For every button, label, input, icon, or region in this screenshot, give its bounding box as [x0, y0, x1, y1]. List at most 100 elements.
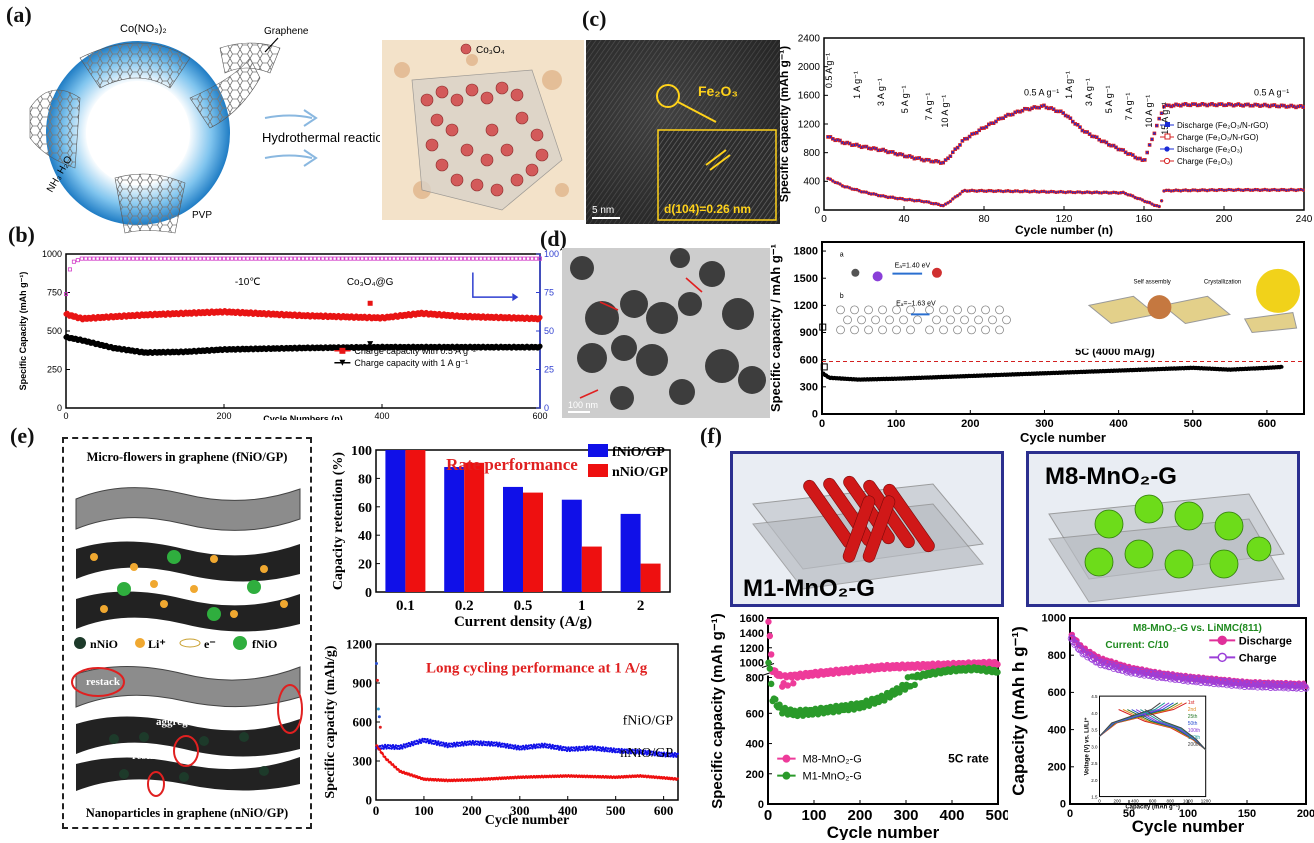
inset-subfig-a: a — [840, 251, 844, 258]
fnio-gp-point — [397, 744, 400, 748]
fe2o3-discharge-point — [1256, 188, 1259, 192]
nrgo-charge-point — [1145, 150, 1149, 155]
nrgo-discharge-point — [941, 161, 945, 165]
early-cycle-point — [378, 725, 382, 729]
mechanism-inset: Eₐ=1.40 eV a b Eₐ=−1.63 eV Self assembly Crys… — [836, 249, 1301, 349]
y-axis-label: Specific capacity (mAh g⁻¹) — [780, 46, 791, 202]
fnio-gp-point — [623, 748, 626, 751]
nrgo-discharge-point — [1157, 117, 1161, 121]
fe2o3-discharge-point — [1258, 189, 1262, 192]
y2-tick-label: 100 — [544, 249, 559, 259]
fe2o3-discharge-point — [1071, 191, 1075, 194]
fe2o3-discharge-point — [1181, 189, 1185, 192]
legend-marker — [782, 754, 791, 763]
fe2o3-discharge-point — [857, 189, 861, 193]
fe2o3-discharge-point — [913, 199, 916, 203]
coulombic-efficiency-point — [221, 256, 226, 261]
x-tick-label: 0 — [819, 418, 825, 430]
nrgo-discharge-point — [1068, 116, 1072, 120]
fe2o3-discharge-point — [1129, 193, 1132, 197]
fe2o3-discharge-point — [1049, 190, 1053, 193]
inset-x-tick: 1000 — [1183, 799, 1194, 804]
fe2o3-discharge-point — [1097, 191, 1101, 194]
m8-mno2-g-illustration: M8-MnO₂-G — [1026, 451, 1300, 607]
charge-point — [1148, 670, 1155, 677]
nrgo-discharge-point — [996, 117, 1000, 121]
nrgo-charge-point — [1159, 111, 1164, 116]
fnio-gp-point — [664, 755, 667, 758]
m1-point — [765, 659, 772, 666]
material-label: Co₃O₄@G — [347, 277, 394, 288]
coulombic-efficiency-point — [233, 256, 238, 261]
fe2o3-discharge-point — [1081, 191, 1084, 194]
nrgo-discharge-point — [1198, 103, 1202, 107]
fe2o3-discharge-point — [1301, 188, 1305, 192]
graphene-ring — [932, 315, 941, 325]
fnio-gp-point — [466, 740, 469, 744]
fe2o3-discharge-point — [1249, 188, 1252, 192]
nrgo-charge-point — [898, 152, 902, 156]
early-cycle-point — [375, 678, 379, 682]
x-tick-label: 240 — [1296, 214, 1313, 225]
coulombic-efficiency-point — [281, 256, 286, 261]
fe2o3-discharge-point — [1109, 191, 1113, 195]
early-cycle-point — [377, 715, 381, 719]
coulombic-efficiency-point — [289, 256, 294, 261]
fe2o3-discharge-point — [1001, 190, 1005, 193]
nrgo-discharge-point — [972, 131, 976, 135]
coulombic-efficiency-point — [470, 256, 475, 261]
charge-point — [1301, 684, 1309, 691]
y-tick-label: 600 — [746, 708, 764, 720]
nrgo-discharge-point — [1025, 107, 1029, 111]
nrgo-discharge-point — [1160, 111, 1164, 115]
nrgo-charge-point — [1044, 105, 1049, 110]
fnio-gp-point — [629, 752, 633, 755]
inset-x-tick: 200 — [1113, 799, 1121, 804]
coulombic-efficiency-point — [498, 256, 503, 261]
x-tick-label: 0 — [63, 411, 68, 420]
nrgo-discharge-point — [1124, 150, 1128, 154]
fe2o3-discharge-point — [1208, 188, 1211, 192]
coulombic-efficiency-point — [431, 256, 436, 261]
fnio-gp-point — [604, 746, 608, 750]
fe2o3-discharge-point — [1088, 191, 1091, 194]
y-tick-label: 1600 — [798, 91, 821, 102]
graphene-ring — [981, 325, 990, 335]
coulombic-efficiency-point — [174, 256, 179, 261]
graphene-label: Graphene — [264, 26, 309, 37]
fnio-gp-point — [585, 745, 589, 748]
rate-label: 0.5 A g⁻¹ — [1024, 87, 1059, 97]
coulombic-efficiency-point — [368, 256, 373, 261]
fe2o3-discharge-point — [850, 187, 854, 191]
nrgo-discharge-point — [1229, 103, 1233, 107]
y-tick-label: 0 — [366, 792, 373, 807]
cycle-label: 100th — [1188, 728, 1201, 734]
fe2o3-discharge-point — [1184, 188, 1187, 192]
coulombic-efficiency-point — [372, 256, 377, 261]
fe2o3-discharge-point — [1253, 188, 1257, 191]
fnio-gp-point — [651, 753, 654, 756]
nrgo-discharge-point — [1289, 103, 1293, 107]
bar-fniogp — [503, 486, 523, 592]
coulombic-efficiency-point — [293, 256, 298, 261]
fe2o3-discharge-point — [987, 189, 991, 192]
fe2o3-discharge-point — [1246, 188, 1250, 191]
nrgo-charge-point — [1116, 147, 1121, 152]
coulombic-efficiency-point — [506, 256, 511, 261]
y-tick-label: 0 — [365, 586, 372, 601]
fnio-gp-point — [550, 747, 553, 750]
fe2o3-charge-point — [828, 177, 833, 181]
fnio-gp-point — [488, 744, 492, 747]
fnio-gp-point — [507, 746, 510, 750]
coulombic-efficiency-point — [127, 256, 132, 261]
nrgo-discharge-point — [1013, 110, 1017, 114]
x-tick-label: 1 — [578, 598, 586, 614]
nrgo-charge-point — [960, 139, 965, 143]
nrgo-charge-point — [1090, 134, 1094, 139]
panel-label-e: (e) — [10, 423, 35, 448]
y-tick-label: 1200 — [794, 300, 818, 312]
bar-nniogp — [640, 563, 661, 592]
y-tick-label: 600 — [1048, 687, 1066, 699]
nrgo-discharge-point — [874, 147, 878, 151]
legend-marker — [782, 771, 791, 780]
